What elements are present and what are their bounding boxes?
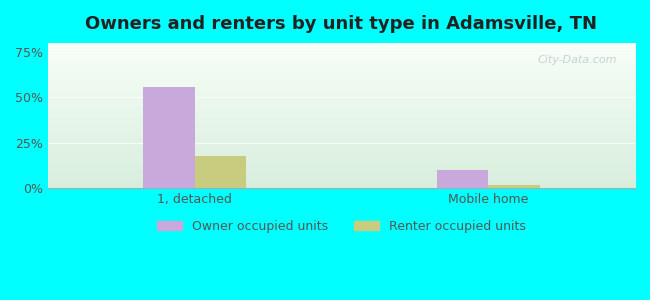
Legend: Owner occupied units, Renter occupied units: Owner occupied units, Renter occupied un… bbox=[153, 214, 530, 238]
Bar bbox=[143, 88, 194, 188]
Bar bbox=[488, 185, 540, 188]
Bar bbox=[194, 156, 246, 188]
Title: Owners and renters by unit type in Adamsville, TN: Owners and renters by unit type in Adams… bbox=[85, 15, 597, 33]
Text: City-Data.com: City-Data.com bbox=[538, 55, 617, 64]
Bar bbox=[437, 170, 488, 188]
